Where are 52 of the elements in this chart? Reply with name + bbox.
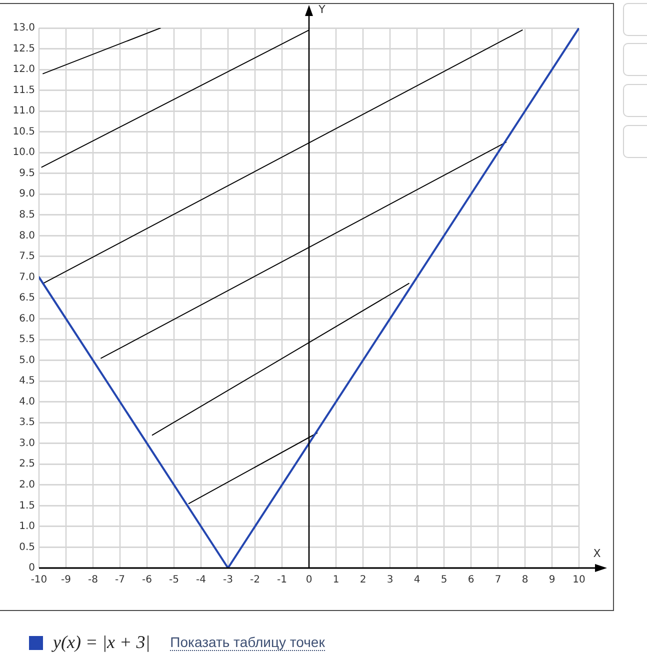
x-tick-label: -10 xyxy=(30,574,48,586)
legend-label: y(x) = |x + 3| xyxy=(53,632,150,653)
y-tick-label: 10.0 xyxy=(12,147,35,158)
y-tick-label: 5.5 xyxy=(19,334,35,346)
x-tick-label: -1 xyxy=(277,574,287,586)
x-tick-label: 4 xyxy=(414,574,420,586)
y-tick-label: 13.0 xyxy=(12,22,35,34)
x-tick-label: 7 xyxy=(494,574,502,586)
y-tick-label: 7.0 xyxy=(19,272,35,283)
y-tick-label: 6.5 xyxy=(19,292,35,304)
x-tick-label: 3 xyxy=(386,574,394,586)
x-tick-label: 5 xyxy=(440,574,448,586)
y-tick-label: 4.0 xyxy=(19,396,35,408)
x-tick-label: 1 xyxy=(332,574,340,586)
y-tick-label: 5.0 xyxy=(19,354,35,366)
y-tick-label: 1.5 xyxy=(19,500,35,512)
y-tick-label: 9.0 xyxy=(19,188,35,200)
x-tick-label: -7 xyxy=(115,574,125,586)
x-tick-label: -2 xyxy=(250,574,260,586)
y-tick-label: 9.5 xyxy=(19,168,35,179)
y-axis-title: Y xyxy=(318,2,326,16)
y-tick-label: 8.0 xyxy=(19,230,35,242)
y-tick-label: 4.5 xyxy=(19,376,35,387)
x-tick-label: -8 xyxy=(88,574,98,586)
x-tick-label: 9 xyxy=(548,574,556,586)
y-tick-label: 6.0 xyxy=(19,313,35,324)
y-tick-label: 3.5 xyxy=(19,417,35,428)
y-tick-label: 0 xyxy=(28,562,35,574)
x-tick-label: 8 xyxy=(522,574,528,586)
y-tick-label: 11.5 xyxy=(12,84,35,96)
text: Показать таблицу точек xyxy=(170,634,325,651)
y-tick-label: 10.5 xyxy=(12,126,35,138)
y-tick-label: 7.5 xyxy=(19,251,35,262)
y-tick-label: 12.0 xyxy=(12,64,35,76)
x-tick-label: -5 xyxy=(169,574,179,586)
x-tick-label: 6 xyxy=(468,574,474,586)
x-axis-title: X xyxy=(593,546,602,560)
x-tick-label: -9 xyxy=(61,574,71,586)
y-tick-label: 2.0 xyxy=(19,480,35,491)
y-tick-label: 1.0 xyxy=(19,521,35,532)
x-tick-label: -6 xyxy=(142,574,152,586)
x-tick-label: -3 xyxy=(223,574,233,586)
x-tick-label: 2 xyxy=(360,574,366,586)
x-tick-label: 0 xyxy=(306,574,312,586)
x-tick-label: -4 xyxy=(196,574,206,586)
y-tick-label: 12.5 xyxy=(12,43,35,54)
x-tick-label: 10 xyxy=(572,574,586,586)
y-tick-label: 8.5 xyxy=(19,210,35,221)
y-tick-label: 11.0 xyxy=(12,106,35,117)
y-tick-label: 0.5 xyxy=(19,542,35,553)
y-tick-label: 3.0 xyxy=(19,438,35,449)
y-tick-label: 2.5 xyxy=(19,458,35,470)
